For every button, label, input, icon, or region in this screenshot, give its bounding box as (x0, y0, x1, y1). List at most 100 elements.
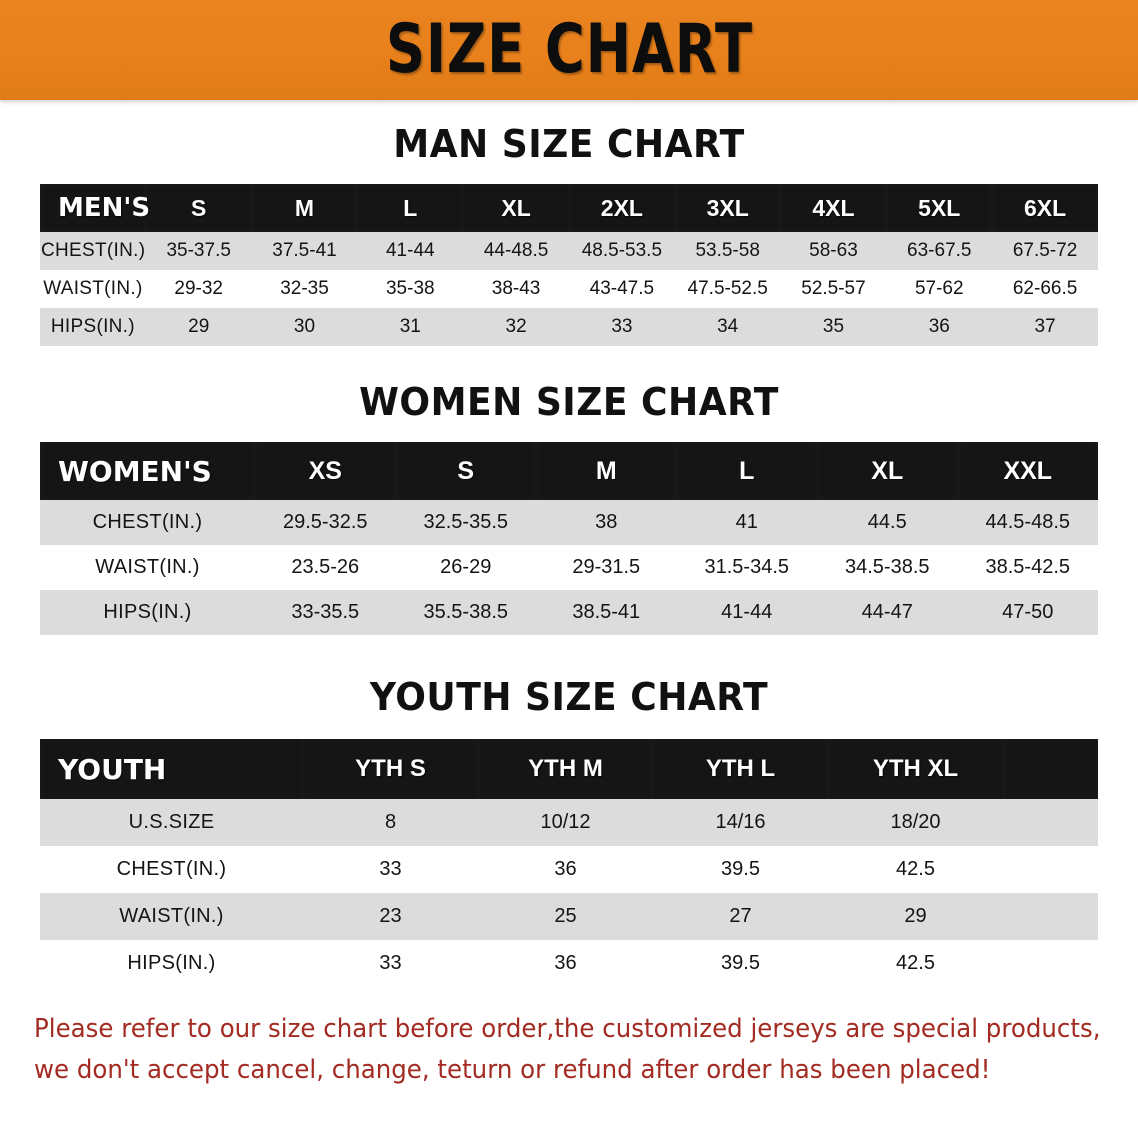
youth-col-header: YTH XL (828, 739, 1003, 799)
row-label: HIPS(IN.) (40, 590, 255, 635)
table-cell: 58-63 (780, 232, 887, 270)
table-cell: 31 (357, 308, 464, 346)
table-cell: 35-37.5 (145, 232, 252, 270)
youth-col-header: YTH L (653, 739, 828, 799)
table-cell: 29.5-32.5 (255, 500, 396, 545)
man-col-header: 3XL (674, 184, 781, 232)
table-cell: 38-43 (463, 270, 569, 308)
man-size-table: MEN'S S M L XL 2XL 3XL 4XL 5XL 6XL CHEST… (40, 184, 1098, 346)
table-cell: 33 (568, 308, 675, 346)
table-cell: 47-50 (957, 590, 1098, 635)
table-cell: 31.5-34.5 (676, 545, 817, 590)
table-cell: 37.5-41 (251, 232, 358, 270)
man-col-header: 2XL (568, 184, 675, 232)
women-col-header: M (536, 442, 677, 500)
table-cell: 33-35.5 (255, 590, 396, 635)
table-cell: 36 (478, 846, 653, 893)
man-col-header: 5XL (886, 184, 993, 232)
table-cell-spacer (1003, 846, 1098, 893)
table-cell: 10/12 (478, 799, 653, 846)
youth-col-header-spacer (1003, 739, 1098, 799)
table-row: HIPS(IN.) 33-35.5 35.5-38.5 38.5-41 41-4… (40, 590, 1098, 635)
table-cell: 33 (303, 846, 478, 893)
table-cell: 43-47.5 (568, 270, 675, 308)
table-cell: 38.5-42.5 (957, 545, 1098, 590)
women-col-header: XS (255, 442, 396, 500)
table-cell: 44.5-48.5 (957, 500, 1098, 545)
row-label: HIPS(IN.) (40, 940, 303, 987)
table-cell: 63-67.5 (886, 232, 993, 270)
youth-col-header: YTH M (478, 739, 653, 799)
man-col-header: L (357, 184, 464, 232)
row-label: U.S.SIZE (40, 799, 303, 846)
row-label: CHEST(IN.) (40, 846, 303, 893)
table-cell: 38.5-41 (536, 590, 677, 635)
table-row: U.S.SIZE 8 10/12 14/16 18/20 (40, 799, 1098, 846)
table-header-row: WOMEN'S XS S M L XL XXL (40, 442, 1098, 500)
women-size-table: WOMEN'S XS S M L XL XXL CHEST(IN.) 29.5-… (40, 442, 1098, 635)
page-title: SIZE CHART (385, 10, 753, 89)
table-row: WAIST(IN.) 29-32 32-35 35-38 38-43 43-47… (40, 270, 1098, 308)
table-row: CHEST(IN.) 35-37.5 37.5-41 41-44 44-48.5… (40, 232, 1098, 270)
table-row: WAIST(IN.) 23.5-26 26-29 29-31.5 31.5-34… (40, 545, 1098, 590)
table-header-row: MEN'S S M L XL 2XL 3XL 4XL 5XL 6XL (40, 184, 1098, 232)
table-cell: 35.5-38.5 (395, 590, 536, 635)
man-col-header: M (251, 184, 358, 232)
table-cell: 47.5-52.5 (674, 270, 781, 308)
table-cell: 41-44 (357, 232, 464, 270)
table-cell: 52.5-57 (780, 270, 887, 308)
table-cell: 67.5-72 (992, 232, 1098, 270)
row-label: HIPS(IN.) (40, 308, 146, 346)
row-label: CHEST(IN.) (40, 232, 146, 270)
man-table-wrapper: MEN'S S M L XL 2XL 3XL 4XL 5XL 6XL CHEST… (0, 184, 1138, 346)
table-cell: 39.5 (653, 940, 828, 987)
women-corner-label: WOMEN'S (40, 442, 255, 500)
table-cell: 29 (828, 893, 1003, 940)
table-cell: 34 (674, 308, 781, 346)
women-table-body: CHEST(IN.) 29.5-32.5 32.5-35.5 38 41 44.… (40, 500, 1098, 635)
women-col-header: XXL (957, 442, 1098, 500)
women-section-title: WOMEN SIZE CHART (359, 380, 779, 424)
table-cell: 57-62 (886, 270, 993, 308)
youth-table-body: U.S.SIZE 8 10/12 14/16 18/20 CHEST(IN.) … (40, 799, 1098, 987)
youth-corner-label: YOUTH (40, 739, 303, 799)
table-cell: 32.5-35.5 (395, 500, 536, 545)
youth-col-header: YTH S (303, 739, 478, 799)
man-col-header: 6XL (992, 184, 1098, 232)
table-cell: 36 (886, 308, 993, 346)
row-label: WAIST(IN.) (40, 893, 303, 940)
note-line-2: we don't accept cancel, change, teturn o… (34, 1055, 991, 1086)
youth-table-head: YOUTH YTH S YTH M YTH L YTH XL (40, 739, 1098, 799)
women-col-header: XL (817, 442, 958, 500)
table-cell: 33 (303, 940, 478, 987)
table-cell: 29-31.5 (536, 545, 677, 590)
table-cell: 39.5 (653, 846, 828, 893)
table-cell: 32 (463, 308, 569, 346)
table-cell: 38 (536, 500, 677, 545)
table-cell: 44-48.5 (463, 232, 569, 270)
table-cell: 42.5 (828, 846, 1003, 893)
table-row: HIPS(IN.) 29 30 31 32 33 34 35 36 37 (40, 308, 1098, 346)
row-label: WAIST(IN.) (40, 545, 255, 590)
table-cell: 35-38 (357, 270, 464, 308)
table-cell: 36 (478, 940, 653, 987)
women-table-head: WOMEN'S XS S M L XL XXL (40, 442, 1098, 500)
women-col-header: L (676, 442, 817, 500)
table-cell: 35 (780, 308, 887, 346)
youth-table-wrapper: YOUTH YTH S YTH M YTH L YTH XL U.S.SIZE … (0, 739, 1138, 987)
row-label: WAIST(IN.) (40, 270, 146, 308)
table-header-row: YOUTH YTH S YTH M YTH L YTH XL (40, 739, 1098, 799)
table-row: CHEST(IN.) 33 36 39.5 42.5 (40, 846, 1098, 893)
table-cell: 37 (992, 308, 1098, 346)
table-cell: 29 (145, 308, 252, 346)
man-col-header: XL (463, 184, 569, 232)
table-row: HIPS(IN.) 33 36 39.5 42.5 (40, 940, 1098, 987)
table-cell: 41 (676, 500, 817, 545)
women-col-header: S (395, 442, 536, 500)
table-cell-spacer (1003, 799, 1098, 846)
table-cell: 29-32 (145, 270, 252, 308)
table-cell: 42.5 (828, 940, 1003, 987)
man-col-header: S (145, 184, 252, 232)
table-cell: 62-66.5 (992, 270, 1098, 308)
table-cell: 44.5 (817, 500, 958, 545)
